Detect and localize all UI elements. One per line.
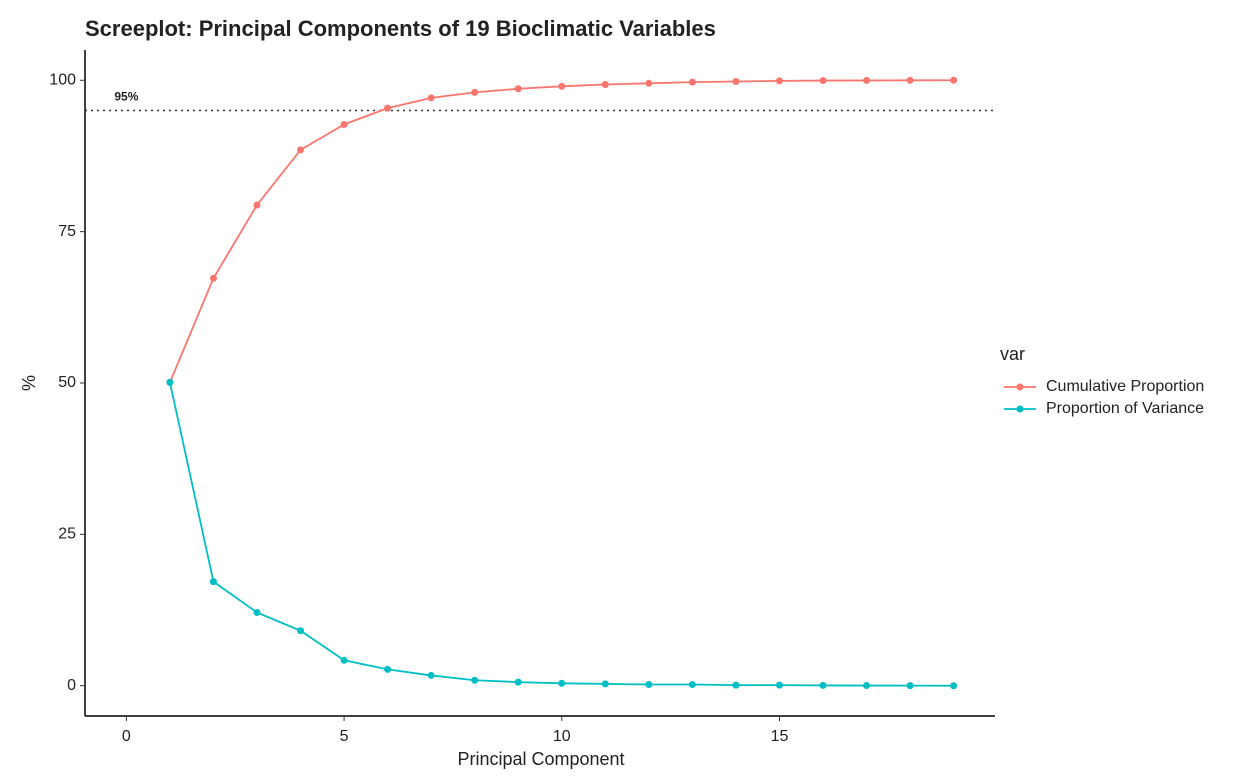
data-point [297, 146, 305, 154]
data-point [819, 681, 827, 689]
data-point [558, 82, 566, 90]
data-point [906, 76, 914, 84]
data-point [253, 608, 261, 616]
data-point [775, 681, 783, 689]
y-tick-label: 50 [58, 374, 76, 391]
legend-key-point [1016, 405, 1024, 413]
data-point [819, 77, 827, 85]
data-point [427, 94, 435, 102]
data-point [514, 85, 522, 93]
data-point [645, 681, 653, 689]
data-point [471, 88, 479, 96]
data-point [427, 671, 435, 679]
data-point [688, 681, 696, 689]
series-line [169, 382, 954, 687]
data-point [950, 682, 958, 690]
data-point [601, 81, 609, 89]
x-tick-label: 10 [553, 728, 571, 745]
data-point [209, 274, 217, 282]
series-line [169, 79, 954, 383]
y-tick-label: 0 [67, 677, 76, 694]
data-point [863, 682, 871, 690]
data-point [166, 378, 174, 386]
data-point [732, 77, 740, 85]
data-point [471, 676, 479, 684]
data-point [906, 682, 914, 690]
data-point [558, 679, 566, 687]
legend-key-point [1016, 383, 1024, 391]
data-point [253, 201, 261, 209]
chart-title: Screeplot: Principal Components of 19 Bi… [85, 16, 716, 41]
y-tick-label: 75 [58, 223, 76, 240]
data-point [863, 76, 871, 84]
y-axis-label: % [19, 375, 39, 391]
data-point [340, 120, 348, 128]
y-tick-label: 100 [49, 71, 76, 88]
legend-label: Proportion of Variance [1046, 400, 1204, 417]
x-tick-label: 5 [340, 728, 349, 745]
data-point [340, 656, 348, 664]
data-point [514, 678, 522, 686]
data-point [297, 627, 305, 635]
data-point [384, 665, 392, 673]
data-point [384, 104, 392, 112]
data-point [688, 78, 696, 86]
x-axis-label: Principal Component [457, 749, 624, 769]
legend-label: Cumulative Proportion [1046, 378, 1204, 395]
data-point [645, 79, 653, 87]
data-point [950, 76, 958, 84]
data-point [732, 681, 740, 689]
data-point [775, 77, 783, 85]
data-point [209, 578, 217, 586]
y-tick-label: 25 [58, 526, 76, 543]
threshold-label: 95% [114, 90, 138, 104]
x-tick-label: 0 [122, 728, 131, 745]
data-point [601, 680, 609, 688]
legend-title: var [1000, 344, 1025, 364]
x-tick-label: 15 [771, 728, 789, 745]
